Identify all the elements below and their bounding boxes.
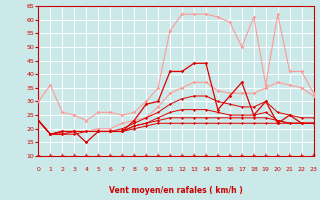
X-axis label: Vent moyen/en rafales ( km/h ): Vent moyen/en rafales ( km/h ) xyxy=(109,186,243,195)
